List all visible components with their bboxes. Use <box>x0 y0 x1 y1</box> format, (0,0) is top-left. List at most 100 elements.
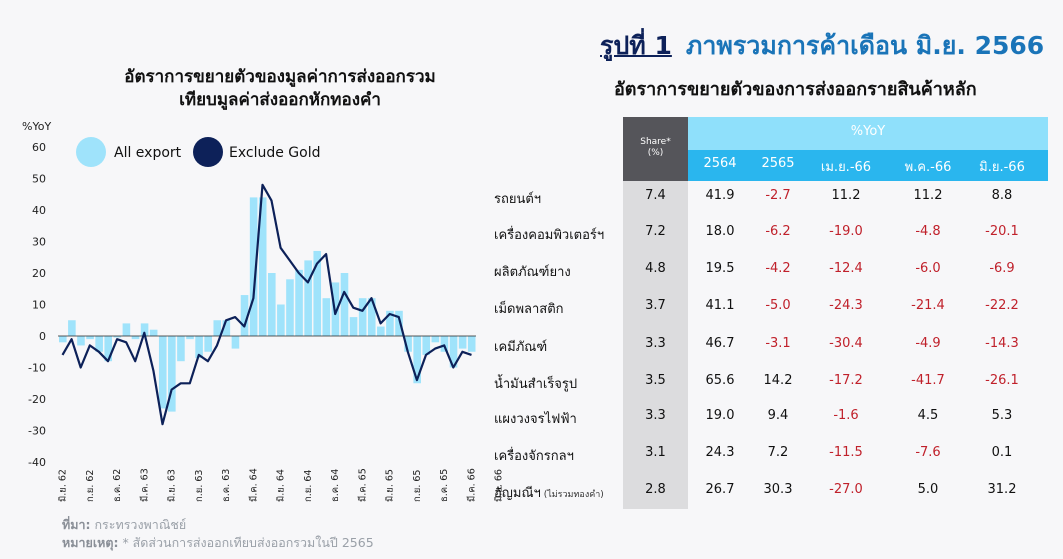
all-export-bar <box>213 320 222 336</box>
all-export-bar <box>158 336 167 409</box>
all-export-bar <box>304 260 312 336</box>
share-cell: 3.3 <box>645 336 666 351</box>
yoy-cell: 24.3 <box>705 445 735 460</box>
all-export-bar <box>295 269 303 336</box>
y-tick-label: 20 <box>32 267 46 280</box>
figure-heading: ภาพรวมการค้าเดือน มิ.ย. 2566 <box>685 31 1045 60</box>
x-tick-label: ธ.ค. 65 <box>439 469 450 502</box>
year-column-header: มิ.ย.-66 <box>979 160 1025 175</box>
all-export-bar <box>149 329 158 336</box>
yoy-cell: 0.1 <box>991 445 1013 460</box>
share-cell: 3.3 <box>645 408 666 423</box>
x-tick-label: มี.ค. 63 <box>138 468 150 502</box>
figure-label: รูปที่ 1 <box>600 31 672 60</box>
exclude-gold-line <box>61 183 472 426</box>
product-row-label: น้ำมันสำเร็จรูป <box>494 377 578 392</box>
legend-exclude-gold-swatch <box>193 137 223 167</box>
share-cell: 7.2 <box>645 224 666 239</box>
yoy-cell: -11.5 <box>829 445 863 460</box>
all-export-bar <box>168 336 176 412</box>
yoy-cell: -3.1 <box>765 336 791 351</box>
yoy-cell: 8.8 <box>991 188 1013 203</box>
product-row-label: รถยนต์ฯ <box>494 192 542 207</box>
all-export-bar <box>104 336 113 362</box>
yoy-cell: 41.9 <box>705 188 735 203</box>
yoy-cell: -27.0 <box>829 482 863 497</box>
share-cell: 3.5 <box>645 373 666 388</box>
all-export-bar <box>277 304 285 336</box>
x-tick-label: ก.ย. 64 <box>303 470 314 502</box>
x-tick-label: มิ.ย. 63 <box>167 469 178 502</box>
all-export-bar <box>349 317 358 336</box>
yoy-cell: -14.3 <box>985 336 1019 351</box>
y-tick-label: 30 <box>32 236 46 249</box>
yoy-cell: -4.2 <box>765 261 791 276</box>
yoy-cell: 11.2 <box>913 188 943 203</box>
all-export-bar <box>77 336 85 346</box>
share-cell: 2.8 <box>645 482 666 497</box>
all-export-bar <box>440 336 449 352</box>
yoy-cell: 31.2 <box>987 482 1017 497</box>
table-title: อัตราการขยายตัวของการส่งออกรายสินค้าหลัก <box>614 79 977 100</box>
x-tick-label: มี.ค. 66 <box>465 468 477 502</box>
product-row-label: เม็ดพลาสติก <box>494 302 564 317</box>
all-export-bar <box>268 273 276 336</box>
remark-text: * สัดส่วนการส่งออกเทียบส่งออกรวมในปี 256… <box>122 535 374 550</box>
all-export-bar <box>395 310 403 336</box>
chart-title-line1: อัตราการขยายตัวของมูลค่าการส่งออกรวม <box>124 67 436 87</box>
all-export-bar <box>86 336 94 340</box>
yoy-cell: -6.0 <box>915 261 941 276</box>
yoy-cell: 46.7 <box>705 336 735 351</box>
remark-note: หมายเหตุ: * สัดส่วนการส่งออกเทียบส่งออกร… <box>62 533 374 553</box>
all-export-bar <box>140 323 149 336</box>
product-row-label: เครื่องคอมพิวเตอร์ฯ <box>494 228 605 243</box>
y-tick-label: 40 <box>32 204 46 217</box>
all-export-bar <box>231 336 240 349</box>
all-export-bar <box>458 336 467 349</box>
x-tick-label: ธ.ค. 63 <box>221 469 232 502</box>
yoy-cell: 18.0 <box>705 224 735 239</box>
yoy-cell: 41.1 <box>705 298 735 313</box>
chart-title: อัตราการขยายตัวของมูลค่าการส่งออกรวม เที… <box>70 66 490 112</box>
y-tick-label: 10 <box>32 299 46 312</box>
all-export-bar <box>377 326 385 336</box>
yoy-cell: 7.2 <box>767 445 789 460</box>
y-axis-label: %YoY <box>22 120 51 133</box>
product-row-label: อัญมณีฯ (ไม่รวมทองคำ) <box>494 486 604 501</box>
y-tick-label: 60 <box>32 141 46 154</box>
legend-all-export-label: All export <box>114 145 182 161</box>
product-row-label: เครื่องจักรกลฯ <box>494 449 574 464</box>
yoy-cell: -1.6 <box>833 408 859 423</box>
all-export-bar <box>386 310 394 336</box>
x-tick-label: มี.ค. 64 <box>247 468 259 502</box>
yoy-header: %YoY <box>688 117 1048 150</box>
y-tick-label: -10 <box>28 362 46 375</box>
yoy-cell: 30.3 <box>763 482 793 497</box>
share-header: Share* (%) <box>623 117 688 181</box>
x-tick-label: ธ.ค. 62 <box>112 469 123 502</box>
all-export-bar <box>313 250 322 336</box>
x-tick-label: ธ.ค. 64 <box>330 469 341 502</box>
yoy-cell: 65.6 <box>705 373 735 388</box>
x-tick-label: ก.ย. 62 <box>85 470 96 502</box>
year-header-bar <box>688 150 1048 181</box>
yoy-cell: 11.2 <box>831 188 861 203</box>
share-cell: 3.1 <box>645 445 666 460</box>
all-export-bar <box>367 298 376 336</box>
yoy-cell: -2.7 <box>765 188 791 203</box>
x-tick-label: มิ.ย. 65 <box>385 469 396 502</box>
yoy-cell: -5.0 <box>765 298 791 313</box>
yoy-cell: 26.7 <box>705 482 735 497</box>
figure-title: รูปที่ 1 ภาพรวมการค้าเดือน มิ.ย. 2566 <box>600 26 1044 66</box>
yoy-cell: -6.9 <box>989 261 1015 276</box>
yoy-cell: 19.0 <box>705 408 735 423</box>
chart-title-line2: เทียบมูลค่าส่งออกหักทองคำ <box>179 90 381 110</box>
all-export-bar <box>68 320 76 336</box>
source-note: ที่มา: กระทรวงพาณิชย์ <box>62 515 186 535</box>
yoy-cell: 4.5 <box>917 408 939 423</box>
yoy-cell: -19.0 <box>829 224 863 239</box>
all-export-bar <box>95 336 103 352</box>
yoy-cell: -22.2 <box>985 298 1019 313</box>
all-export-bar <box>240 295 249 336</box>
all-export-bar <box>249 197 258 336</box>
